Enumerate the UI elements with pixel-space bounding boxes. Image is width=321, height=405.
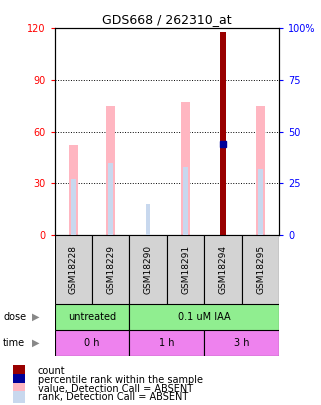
- Bar: [146, 204, 151, 235]
- Bar: [256, 106, 265, 235]
- Text: GSM18294: GSM18294: [219, 245, 228, 294]
- Text: GSM18290: GSM18290: [144, 245, 153, 294]
- Bar: [55, 304, 129, 330]
- Text: value, Detection Call = ABSENT: value, Detection Call = ABSENT: [38, 384, 193, 394]
- Bar: [55, 330, 129, 356]
- Text: dose: dose: [3, 312, 26, 322]
- Title: GDS668 / 262310_at: GDS668 / 262310_at: [102, 13, 232, 26]
- Bar: [129, 330, 204, 356]
- Bar: [204, 330, 279, 356]
- Text: time: time: [3, 338, 25, 348]
- Text: GSM18229: GSM18229: [106, 245, 115, 294]
- Text: percentile rank within the sample: percentile rank within the sample: [38, 375, 203, 385]
- Text: 1 h: 1 h: [159, 338, 175, 348]
- Text: 3 h: 3 h: [234, 338, 249, 348]
- Text: count: count: [38, 366, 65, 376]
- Text: 0.1 uM IAA: 0.1 uM IAA: [178, 312, 231, 322]
- Bar: [71, 179, 75, 235]
- Bar: [181, 102, 190, 235]
- Bar: [242, 235, 279, 304]
- Bar: [129, 235, 167, 304]
- Bar: [69, 145, 78, 235]
- Text: GSM18291: GSM18291: [181, 245, 190, 294]
- Bar: [183, 167, 188, 235]
- Text: rank, Detection Call = ABSENT: rank, Detection Call = ABSENT: [38, 392, 188, 402]
- Bar: [106, 106, 116, 235]
- Bar: [55, 235, 92, 304]
- Text: ▶: ▶: [32, 312, 39, 322]
- Bar: [204, 235, 242, 304]
- Text: untreated: untreated: [68, 312, 116, 322]
- Text: GSM18228: GSM18228: [69, 245, 78, 294]
- Bar: [108, 163, 113, 235]
- Bar: [220, 32, 226, 235]
- Bar: [129, 304, 279, 330]
- Text: 0 h: 0 h: [84, 338, 100, 348]
- Bar: [167, 235, 204, 304]
- Text: ▶: ▶: [32, 338, 39, 348]
- Bar: [92, 235, 129, 304]
- Text: GSM18295: GSM18295: [256, 245, 265, 294]
- Bar: [258, 169, 263, 235]
